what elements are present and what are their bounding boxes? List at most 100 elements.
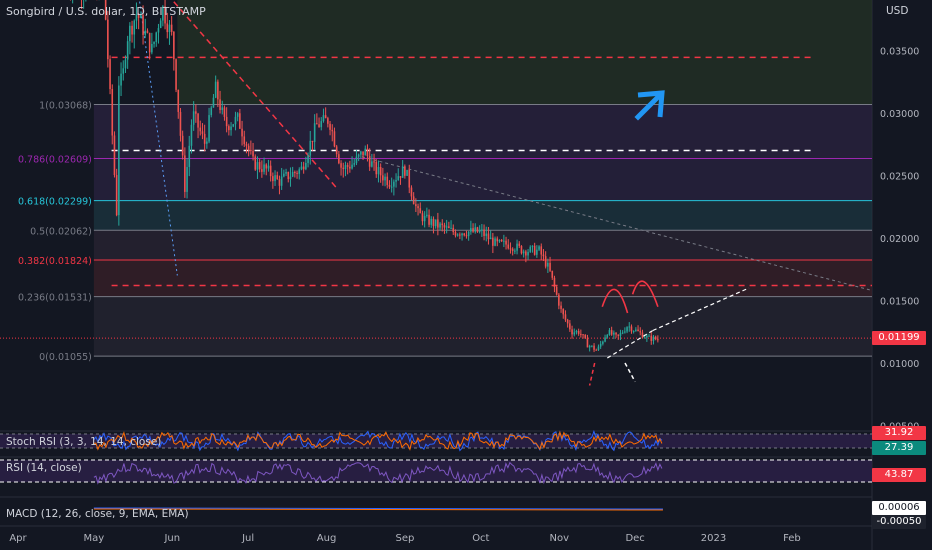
candle-body [362, 151, 364, 156]
candle-body [179, 111, 182, 136]
candle-body [408, 169, 411, 188]
candle-body [593, 345, 595, 350]
candle-body [404, 166, 406, 176]
candle-body [584, 334, 587, 339]
candle-body [346, 165, 349, 167]
candle-body [498, 239, 501, 242]
candle-body [190, 124, 193, 146]
candle-body [549, 262, 551, 271]
candle-body [536, 249, 538, 255]
x-tick-label: May [84, 533, 105, 544]
candle-body [175, 59, 177, 90]
candle-body [254, 156, 257, 170]
candle-body [492, 237, 494, 246]
candle-body [551, 270, 554, 278]
candle-body [115, 174, 118, 216]
candle-body [366, 148, 369, 157]
stoch-rsi-d-line [93, 430, 663, 451]
candle-body [388, 184, 391, 187]
candle-body [533, 245, 536, 255]
candle-body [448, 226, 450, 229]
candle-body [465, 235, 468, 237]
candle-body [111, 89, 114, 136]
currency-label: USD [886, 5, 909, 17]
candle-body [463, 233, 466, 236]
candle-body [245, 144, 248, 146]
candle-body [272, 176, 274, 182]
candle-body [643, 337, 646, 339]
candle-body [613, 332, 615, 335]
candle-body [450, 227, 452, 229]
candle-body [542, 254, 545, 257]
candle-body [228, 126, 230, 131]
candle-body [397, 176, 400, 180]
shoulder-arc [601, 288, 629, 314]
candle-body [164, 6, 166, 24]
candle-body [531, 245, 534, 247]
candle-body [298, 169, 301, 174]
candle-body [131, 25, 133, 35]
candle-body [181, 135, 184, 156]
candle-body [349, 166, 351, 169]
candle-body [606, 334, 609, 338]
candle-body [247, 145, 250, 150]
candle-body [456, 234, 459, 236]
candle-body [113, 135, 116, 175]
candles [69, 0, 659, 353]
candle-body [322, 115, 325, 122]
candle-body [269, 165, 272, 177]
candle-body [509, 248, 512, 250]
candle-body [294, 172, 296, 174]
candle-body [522, 251, 525, 254]
candle-body [595, 349, 598, 351]
candle-body [646, 335, 648, 338]
candle-body [212, 97, 215, 108]
candle-body [296, 172, 298, 174]
candle-body [379, 167, 382, 176]
candle-body [591, 345, 593, 347]
candle-body [580, 333, 582, 335]
candle-body [184, 155, 186, 192]
candle-body [285, 172, 287, 174]
x-tick-label: Sep [396, 533, 415, 544]
shoulder-arc [631, 280, 659, 308]
candle-body [157, 28, 160, 33]
candle-body [373, 161, 375, 163]
candle-body [461, 233, 463, 236]
x-tick-label: Aug [317, 533, 337, 544]
x-tick-label: Feb [783, 533, 801, 544]
candle-body [575, 330, 578, 333]
candle-body [657, 339, 659, 341]
candle-body [166, 23, 169, 33]
fib-band [93, 296, 872, 357]
candle-body [338, 154, 340, 164]
candle-body [518, 243, 521, 246]
stoch-rsi-label[interactable]: Stoch RSI (3, 3, 14, 14, close) [6, 436, 162, 448]
candle-body [357, 154, 360, 157]
candle-body [597, 346, 600, 350]
y-tick-label: 0.01500 [880, 297, 919, 308]
candle-body [263, 164, 265, 172]
macd-signal-line [93, 508, 663, 511]
candle-body [377, 167, 380, 175]
rsi-label[interactable]: RSI (14, close) [6, 462, 82, 474]
candle-body [368, 156, 371, 167]
candle-body [588, 346, 591, 348]
candle-body [507, 244, 510, 249]
macd-label[interactable]: MACD (12, 26, close, 9, EMA, EMA) [6, 508, 189, 520]
candle-body [496, 238, 499, 242]
candle-body [503, 240, 505, 242]
fib-label: 0.236(0.01531) [18, 293, 92, 304]
candle-body [637, 329, 639, 332]
candle-body [632, 330, 635, 332]
y-tick-label: 0.02500 [880, 172, 919, 183]
candle-body [225, 116, 228, 127]
symbol-title[interactable]: Songbird / U.S. dollar, 1D, BITSTAMP [6, 5, 206, 18]
candle-body [210, 107, 213, 116]
candle-body [432, 218, 435, 227]
candle-body [639, 331, 642, 333]
candle-body [344, 165, 347, 170]
candle-body [423, 215, 426, 222]
candle-body [648, 335, 650, 337]
